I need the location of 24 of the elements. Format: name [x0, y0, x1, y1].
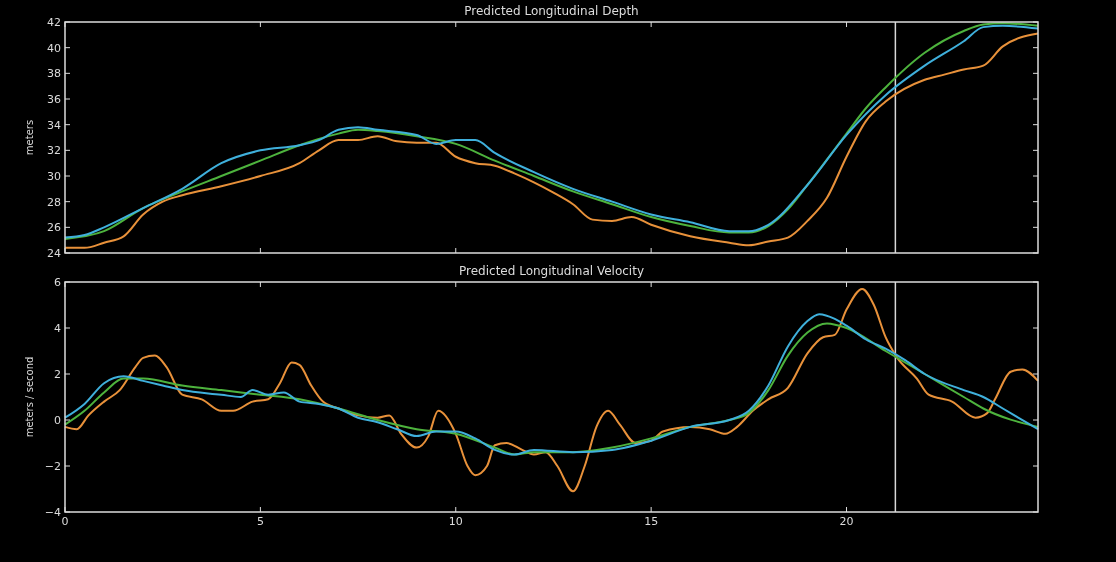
- y-tick-label: 0: [54, 414, 61, 427]
- y-tick-label: 30: [47, 170, 61, 183]
- y-tick-label: 24: [47, 247, 61, 260]
- y-tick-label: 34: [47, 118, 61, 132]
- y-tick-label: 2: [54, 368, 61, 381]
- chart-title: Predicted Longitudinal Velocity: [459, 264, 644, 278]
- y-tick-label: 36: [47, 93, 61, 106]
- y-tick-label: −2: [44, 460, 61, 473]
- y-tick-label: 26: [47, 221, 61, 235]
- y-tick-label: 42: [47, 16, 61, 29]
- y-axis-title: meters / second: [24, 356, 35, 438]
- chart-title: Predicted Longitudinal Depth: [464, 4, 639, 18]
- y-axis-title: meters: [24, 119, 35, 156]
- y-tick-label: 28: [47, 195, 61, 209]
- y-tick-label: 40: [47, 41, 61, 55]
- y-tick-label: 38: [47, 67, 61, 81]
- y-tick-label: 32: [47, 144, 61, 158]
- y-tick-label: 4: [54, 322, 61, 335]
- y-tick-label: −4: [44, 506, 61, 519]
- x-tick-label: 5: [256, 515, 264, 528]
- y-tick-label: 6: [54, 276, 61, 289]
- x-tick-label: 20: [839, 515, 854, 528]
- x-tick-label: 15: [644, 515, 659, 528]
- x-tick-label: 10: [448, 515, 463, 528]
